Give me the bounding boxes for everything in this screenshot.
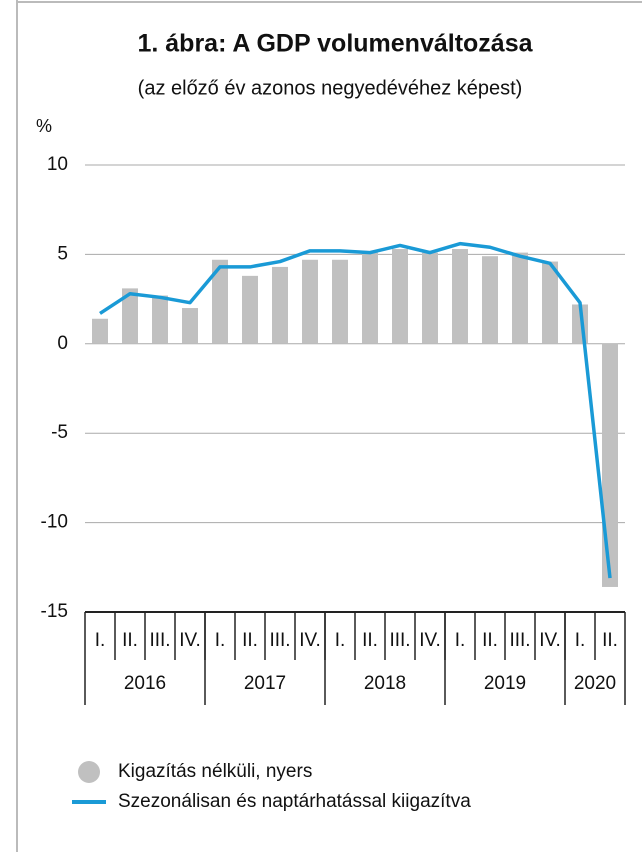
x-tick-label: II. bbox=[602, 630, 618, 651]
bar bbox=[482, 256, 498, 344]
x-tick-label: I. bbox=[95, 630, 106, 651]
x-tick-label: III. bbox=[149, 630, 170, 651]
bar bbox=[122, 288, 138, 344]
y-tick-label: -5 bbox=[51, 422, 68, 443]
y-axis-label: % bbox=[36, 116, 52, 136]
x-group-label: 2020 bbox=[574, 673, 616, 694]
x-tick-label: I. bbox=[455, 630, 466, 651]
x-tick-label: IV. bbox=[299, 630, 321, 651]
bar bbox=[542, 261, 558, 344]
x-tick-label: II. bbox=[362, 630, 378, 651]
legend-label: Kigazítás nélküli, nyers bbox=[118, 761, 312, 782]
x-tick-label: III. bbox=[509, 630, 530, 651]
legend-label: Szezonálisan és naptárhatással kiigazítv… bbox=[118, 791, 471, 812]
x-tick-label: II. bbox=[242, 630, 258, 651]
bar bbox=[362, 252, 378, 344]
bar bbox=[452, 249, 468, 344]
x-tick-label: IV. bbox=[539, 630, 561, 651]
legend-marker bbox=[78, 761, 100, 783]
y-tick-label: 5 bbox=[57, 243, 68, 264]
x-group-label: 2018 bbox=[364, 673, 406, 694]
x-tick-label: I. bbox=[215, 630, 226, 651]
bar bbox=[602, 343, 618, 587]
x-group-label: 2019 bbox=[484, 673, 526, 694]
x-tick-label: II. bbox=[122, 630, 138, 651]
bar bbox=[512, 252, 528, 344]
x-tick-label: III. bbox=[389, 630, 410, 651]
bar bbox=[152, 295, 168, 344]
bar bbox=[392, 249, 408, 344]
y-tick-label: 0 bbox=[57, 333, 68, 354]
x-tick-label: IV. bbox=[179, 630, 201, 651]
x-tick-label: I. bbox=[575, 630, 586, 651]
y-tick-label: -10 bbox=[41, 512, 68, 533]
bar bbox=[332, 259, 348, 344]
bar bbox=[212, 259, 228, 344]
x-tick-label: IV. bbox=[419, 630, 441, 651]
y-tick-label: 10 bbox=[47, 154, 68, 175]
bar bbox=[422, 252, 438, 344]
bar bbox=[242, 275, 258, 344]
chart-subtitle: (az előző év azonos negyedévéhez képest) bbox=[138, 77, 523, 99]
y-tick-label: -15 bbox=[41, 601, 68, 622]
bar bbox=[182, 308, 198, 344]
x-tick-label: III. bbox=[269, 630, 290, 651]
x-group-label: 2016 bbox=[124, 673, 166, 694]
x-group-label: 2017 bbox=[244, 673, 286, 694]
x-tick-label: II. bbox=[482, 630, 498, 651]
bar bbox=[272, 266, 288, 344]
line bbox=[99, 241, 612, 579]
x-tick-label: I. bbox=[335, 630, 346, 651]
chart-title: 1. ábra: A GDP volumenváltozása bbox=[137, 30, 533, 58]
bar bbox=[92, 318, 108, 344]
bar bbox=[302, 259, 318, 344]
